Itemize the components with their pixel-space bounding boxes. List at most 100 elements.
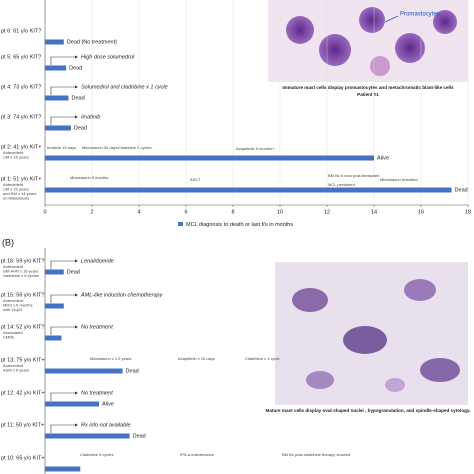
x-tick-label: 10 bbox=[277, 209, 283, 215]
arrow-head bbox=[75, 259, 78, 263]
x-tick-label: 14 bbox=[371, 209, 377, 215]
x-tick-label: 2 bbox=[90, 209, 93, 215]
patient-detail: Antecedent bbox=[3, 264, 24, 269]
x-tick-label: 12 bbox=[324, 209, 330, 215]
panel-label: (B) bbox=[2, 237, 14, 247]
arrow bbox=[50, 86, 75, 95]
treatment-label: IFN-a maintenance bbox=[180, 452, 215, 457]
cell bbox=[359, 7, 385, 33]
patient-label: pt 16: 59 y/o KIT? bbox=[1, 258, 44, 264]
patient-label: pt 3: 74 y/o KIT? bbox=[1, 114, 41, 120]
arrow bbox=[50, 56, 75, 65]
cell bbox=[370, 56, 390, 76]
treatment-label: No treatment bbox=[81, 390, 113, 396]
patient-label: pt 11: 50 y/o KIT+ bbox=[1, 422, 44, 428]
pointer bbox=[384, 15, 399, 23]
bar bbox=[45, 401, 100, 407]
bar bbox=[45, 155, 374, 161]
x-tick-label: 4 bbox=[137, 209, 140, 215]
bar bbox=[45, 368, 123, 374]
patient-detail: Antecedent bbox=[3, 182, 24, 187]
legend-swatch bbox=[178, 222, 183, 226]
status-label: Dead bbox=[126, 368, 139, 374]
status-label: Dead bbox=[133, 433, 146, 439]
patient-detail: and SM x 14 years bbox=[3, 191, 36, 196]
patient-label: pt 6: 61 y/o KIT? bbox=[1, 28, 41, 34]
status-label: Dead (No treatment) bbox=[67, 39, 117, 45]
arrow-head bbox=[75, 115, 78, 119]
treatment-label: BM Bx 6 mos post-transplant bbox=[328, 173, 380, 178]
patient-detail: Antecedent bbox=[3, 298, 24, 303]
treatment-label: Imatinib 15 days bbox=[47, 145, 76, 150]
bar bbox=[45, 269, 64, 275]
arrow-head bbox=[75, 55, 78, 59]
patient-detail: CMML bbox=[3, 335, 16, 340]
treatment-label: Midostaurin restarted bbox=[380, 177, 418, 182]
bar bbox=[45, 187, 452, 193]
bar bbox=[45, 303, 64, 309]
treatment-label: Midostaurin 6 months bbox=[70, 175, 108, 180]
treatment-label: MCL persistent bbox=[328, 182, 356, 187]
cell bbox=[433, 10, 457, 34]
treatment-label: Rx info not available bbox=[81, 422, 131, 428]
cell bbox=[343, 326, 387, 354]
x-tick-label: 8 bbox=[231, 209, 234, 215]
patient-detail: Antecedent bbox=[3, 363, 24, 368]
x-tick-label: 18 bbox=[465, 209, 471, 215]
treatment-label: AML-like induction chemotherapy bbox=[80, 292, 164, 298]
bar bbox=[45, 65, 67, 71]
treatment-label: Lenalidomide bbox=[81, 258, 114, 264]
patient-label: pt 13: 75 y/o KIT+ bbox=[1, 357, 45, 363]
image-label: Promastocytes bbox=[400, 12, 440, 18]
bar bbox=[45, 466, 81, 472]
patient-detail: Associated bbox=[3, 330, 23, 335]
status-label: Dead bbox=[455, 187, 468, 193]
cell bbox=[286, 16, 314, 44]
patient-label: pt 12: 42 y/o KIT+ bbox=[1, 390, 45, 396]
treatment-label: Midostaurin 30 days bbox=[82, 145, 118, 150]
arrow bbox=[50, 294, 75, 303]
patient-label: pt 1: 51 y/o KIT+ bbox=[1, 176, 42, 182]
patient-label: pt 4: 73 y/o KIT? bbox=[1, 84, 41, 90]
patient-detail: on Midostaurin bbox=[3, 196, 29, 201]
patient-detail: Antecedent bbox=[3, 150, 24, 155]
treatment-label: ASCT bbox=[190, 177, 201, 182]
cell bbox=[385, 378, 405, 392]
micrograph-b bbox=[275, 262, 468, 405]
treatment-label: Cladribine 2 cycles bbox=[118, 145, 152, 150]
patient-detail: ASM x 6 years bbox=[3, 368, 29, 373]
image-caption: Mature mast cells display oval-shaped nu… bbox=[266, 408, 471, 413]
treatment-label: Avapritinib 9 months+ bbox=[236, 146, 275, 151]
cell bbox=[306, 371, 334, 389]
treatment-label: Avapritinib x 10 days bbox=[178, 356, 215, 361]
arrow-head bbox=[75, 325, 78, 329]
treatment-label: Imatinib bbox=[81, 114, 100, 120]
patient-label: pt 5: 65 y/o KIT? bbox=[1, 54, 41, 60]
treatment-label: Cladribine 5 cycles bbox=[80, 452, 114, 457]
patient-detail: CM x 16 years bbox=[3, 155, 29, 160]
patient-label: pt 10: 65 y/o KIT+ bbox=[1, 455, 45, 461]
status-label: Alive bbox=[102, 401, 114, 407]
patient-detail: CM x 22 years bbox=[3, 187, 29, 192]
arrow-head bbox=[75, 85, 78, 89]
arrow bbox=[50, 326, 75, 335]
arrow bbox=[50, 424, 75, 433]
arrow bbox=[50, 260, 75, 269]
treatment-label: BM Bx post-cladribine therapy showed bbox=[282, 452, 350, 457]
patient-label: pt 14: 52 y/o KIT? bbox=[1, 324, 44, 330]
cell bbox=[395, 33, 425, 63]
x-tick-label: 6 bbox=[184, 209, 187, 215]
cell bbox=[404, 279, 436, 301]
patient-label: pt 15: 56 y/o KIT? bbox=[1, 292, 44, 298]
treatment-label: No treatment bbox=[81, 324, 113, 330]
image-caption: Immature mast cells display promastocyte… bbox=[282, 85, 454, 90]
bar bbox=[45, 95, 69, 101]
arrow-head bbox=[75, 293, 78, 297]
arrow bbox=[50, 116, 75, 125]
cell bbox=[292, 288, 328, 312]
status-label: Dead bbox=[67, 269, 80, 275]
treatment-label: High dose solumedrol bbox=[81, 54, 135, 60]
bar bbox=[45, 433, 130, 439]
x-tick-label: 0 bbox=[43, 209, 46, 215]
bar bbox=[45, 39, 64, 45]
